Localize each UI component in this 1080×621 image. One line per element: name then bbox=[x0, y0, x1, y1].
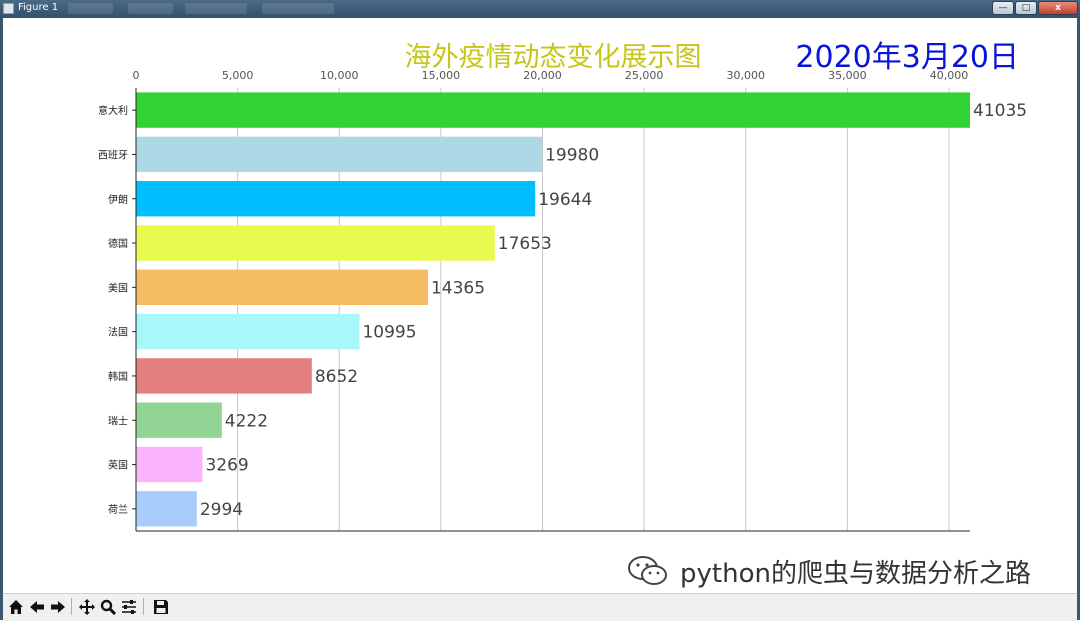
value-label: 14365 bbox=[431, 278, 485, 298]
bar bbox=[136, 92, 970, 128]
matplotlib-toolbar bbox=[3, 593, 1077, 621]
zoom-icon[interactable] bbox=[98, 597, 117, 616]
window-titlebar: Figure 1 — □ x bbox=[0, 0, 1080, 18]
bar bbox=[136, 491, 197, 527]
value-label: 17653 bbox=[498, 234, 552, 254]
x-tick-label: 35,000 bbox=[828, 69, 867, 82]
watermark: python的爬虫与数据分析之路 bbox=[626, 553, 1031, 589]
x-tick-label: 20,000 bbox=[523, 69, 562, 82]
chart-title: 海外疫情动态变化展示图 bbox=[405, 42, 702, 73]
toolbar-separator bbox=[143, 598, 144, 615]
background-tab-ghost bbox=[185, 3, 247, 14]
x-tick-label: 5,000 bbox=[222, 69, 254, 82]
toolbar-separator bbox=[71, 598, 72, 615]
category-label: 西班牙 bbox=[98, 149, 128, 161]
pan-icon[interactable] bbox=[77, 597, 96, 616]
x-tick-label: 10,000 bbox=[320, 69, 359, 82]
bar bbox=[136, 402, 222, 438]
window-frame-right bbox=[1077, 18, 1080, 620]
category-label: 法国 bbox=[108, 326, 128, 339]
value-label: 19980 bbox=[545, 145, 599, 165]
bar bbox=[136, 181, 536, 217]
bar bbox=[136, 136, 543, 173]
value-label: 41035 bbox=[973, 101, 1027, 121]
bar-chart: 0 5,000 10,000 15,000 20,000 25,000 30,000 35,0… bbox=[98, 40, 1027, 532]
x-tick-label: 15,000 bbox=[422, 69, 461, 82]
bar bbox=[136, 446, 203, 483]
window-title: Figure 1 bbox=[18, 2, 59, 13]
x-tick-label: 30,000 bbox=[726, 69, 765, 82]
bar bbox=[136, 358, 312, 394]
x-tick-label: 0 bbox=[133, 69, 140, 82]
watermark-text: python的爬虫与数据分析之路 bbox=[680, 558, 1031, 589]
x-tick-label: 40,000 bbox=[930, 69, 969, 82]
category-label: 英国 bbox=[108, 459, 128, 472]
bar bbox=[136, 313, 360, 350]
category-label: 德国 bbox=[108, 237, 128, 250]
value-label: 4222 bbox=[225, 411, 268, 431]
close-button[interactable]: x bbox=[1038, 1, 1078, 15]
window-frame-left bbox=[0, 18, 3, 620]
date-label: 2020年3月20日 bbox=[795, 40, 1019, 75]
home-icon[interactable] bbox=[6, 597, 25, 616]
category-label: 美国 bbox=[108, 281, 128, 294]
maximize-button[interactable]: □ bbox=[1015, 1, 1037, 15]
value-label: 10995 bbox=[362, 323, 416, 343]
value-label: 19644 bbox=[538, 190, 592, 210]
back-icon[interactable] bbox=[27, 597, 46, 616]
background-tab-ghost bbox=[68, 3, 113, 14]
category-label: 意大利 bbox=[98, 104, 128, 117]
bar bbox=[136, 269, 428, 305]
category-label: 荷兰 bbox=[108, 503, 128, 516]
save-icon[interactable] bbox=[151, 597, 170, 616]
minimize-button[interactable]: — bbox=[992, 1, 1014, 15]
value-label: 3269 bbox=[205, 456, 248, 476]
category-label: 伊朗 bbox=[108, 194, 128, 206]
bar bbox=[136, 225, 495, 261]
wechat-icon bbox=[628, 556, 667, 585]
background-tab-ghost bbox=[262, 3, 334, 14]
value-label: 8652 bbox=[315, 367, 358, 387]
x-tick-label: 25,000 bbox=[625, 69, 664, 82]
category-label: 瑞士 bbox=[108, 414, 128, 427]
value-label: 2994 bbox=[200, 500, 243, 520]
figure-app-icon bbox=[3, 3, 14, 14]
background-tab-ghost bbox=[128, 3, 173, 14]
category-label: 韩国 bbox=[108, 370, 128, 383]
configure-subplots-icon[interactable] bbox=[119, 597, 138, 616]
forward-icon[interactable] bbox=[48, 597, 67, 616]
